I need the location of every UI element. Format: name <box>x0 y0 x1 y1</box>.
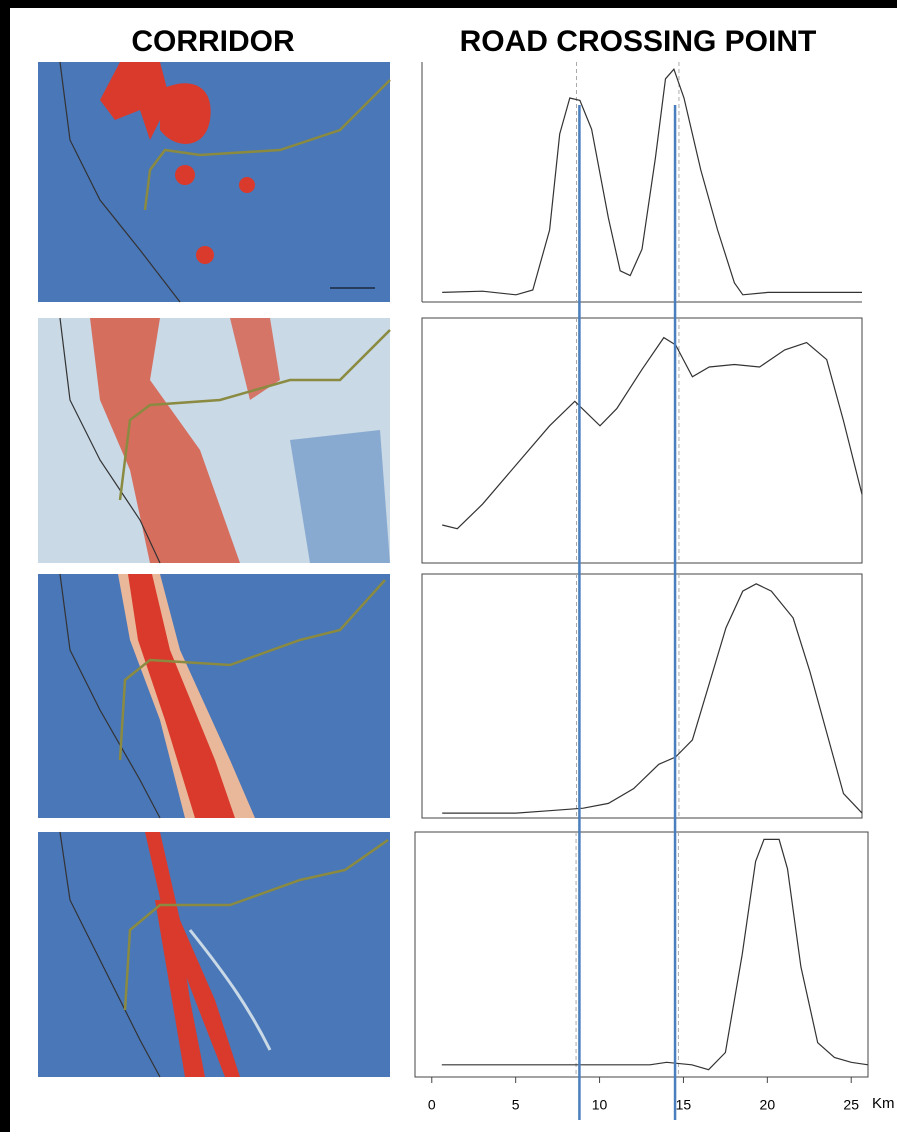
x-tick-label: 25 <box>843 1097 859 1113</box>
page: CORRIDOR ROAD CROSSING POINT 0 5 <box>0 0 897 1132</box>
x-tick-label: 20 <box>760 1097 776 1113</box>
density-line <box>442 338 862 529</box>
map-patch <box>160 83 211 144</box>
map-panel <box>38 574 390 818</box>
map-patch <box>196 246 214 264</box>
density-line <box>442 69 862 295</box>
map-patch <box>239 177 255 193</box>
right-title: ROAD CROSSING POINT <box>460 25 817 58</box>
map-patch <box>175 165 195 185</box>
density-line <box>442 839 868 1069</box>
x-tick-label: 10 <box>592 1097 608 1113</box>
figure: CORRIDOR ROAD CROSSING POINT 0 5 <box>0 0 897 1132</box>
plot-frame <box>415 832 868 1077</box>
plot-frame <box>422 318 862 563</box>
density-line <box>442 584 862 813</box>
map-panel <box>38 318 390 563</box>
x-tick-label: 0 <box>428 1097 436 1113</box>
map-panel <box>38 62 390 302</box>
x-tick-label: 15 <box>676 1097 692 1113</box>
map-panel <box>38 832 390 1077</box>
x-tick-label: 5 <box>512 1097 520 1113</box>
frame-top <box>0 0 897 8</box>
frame-left <box>0 0 10 1132</box>
x-axis-label: Km <box>872 1095 895 1112</box>
left-title: CORRIDOR <box>131 25 295 58</box>
